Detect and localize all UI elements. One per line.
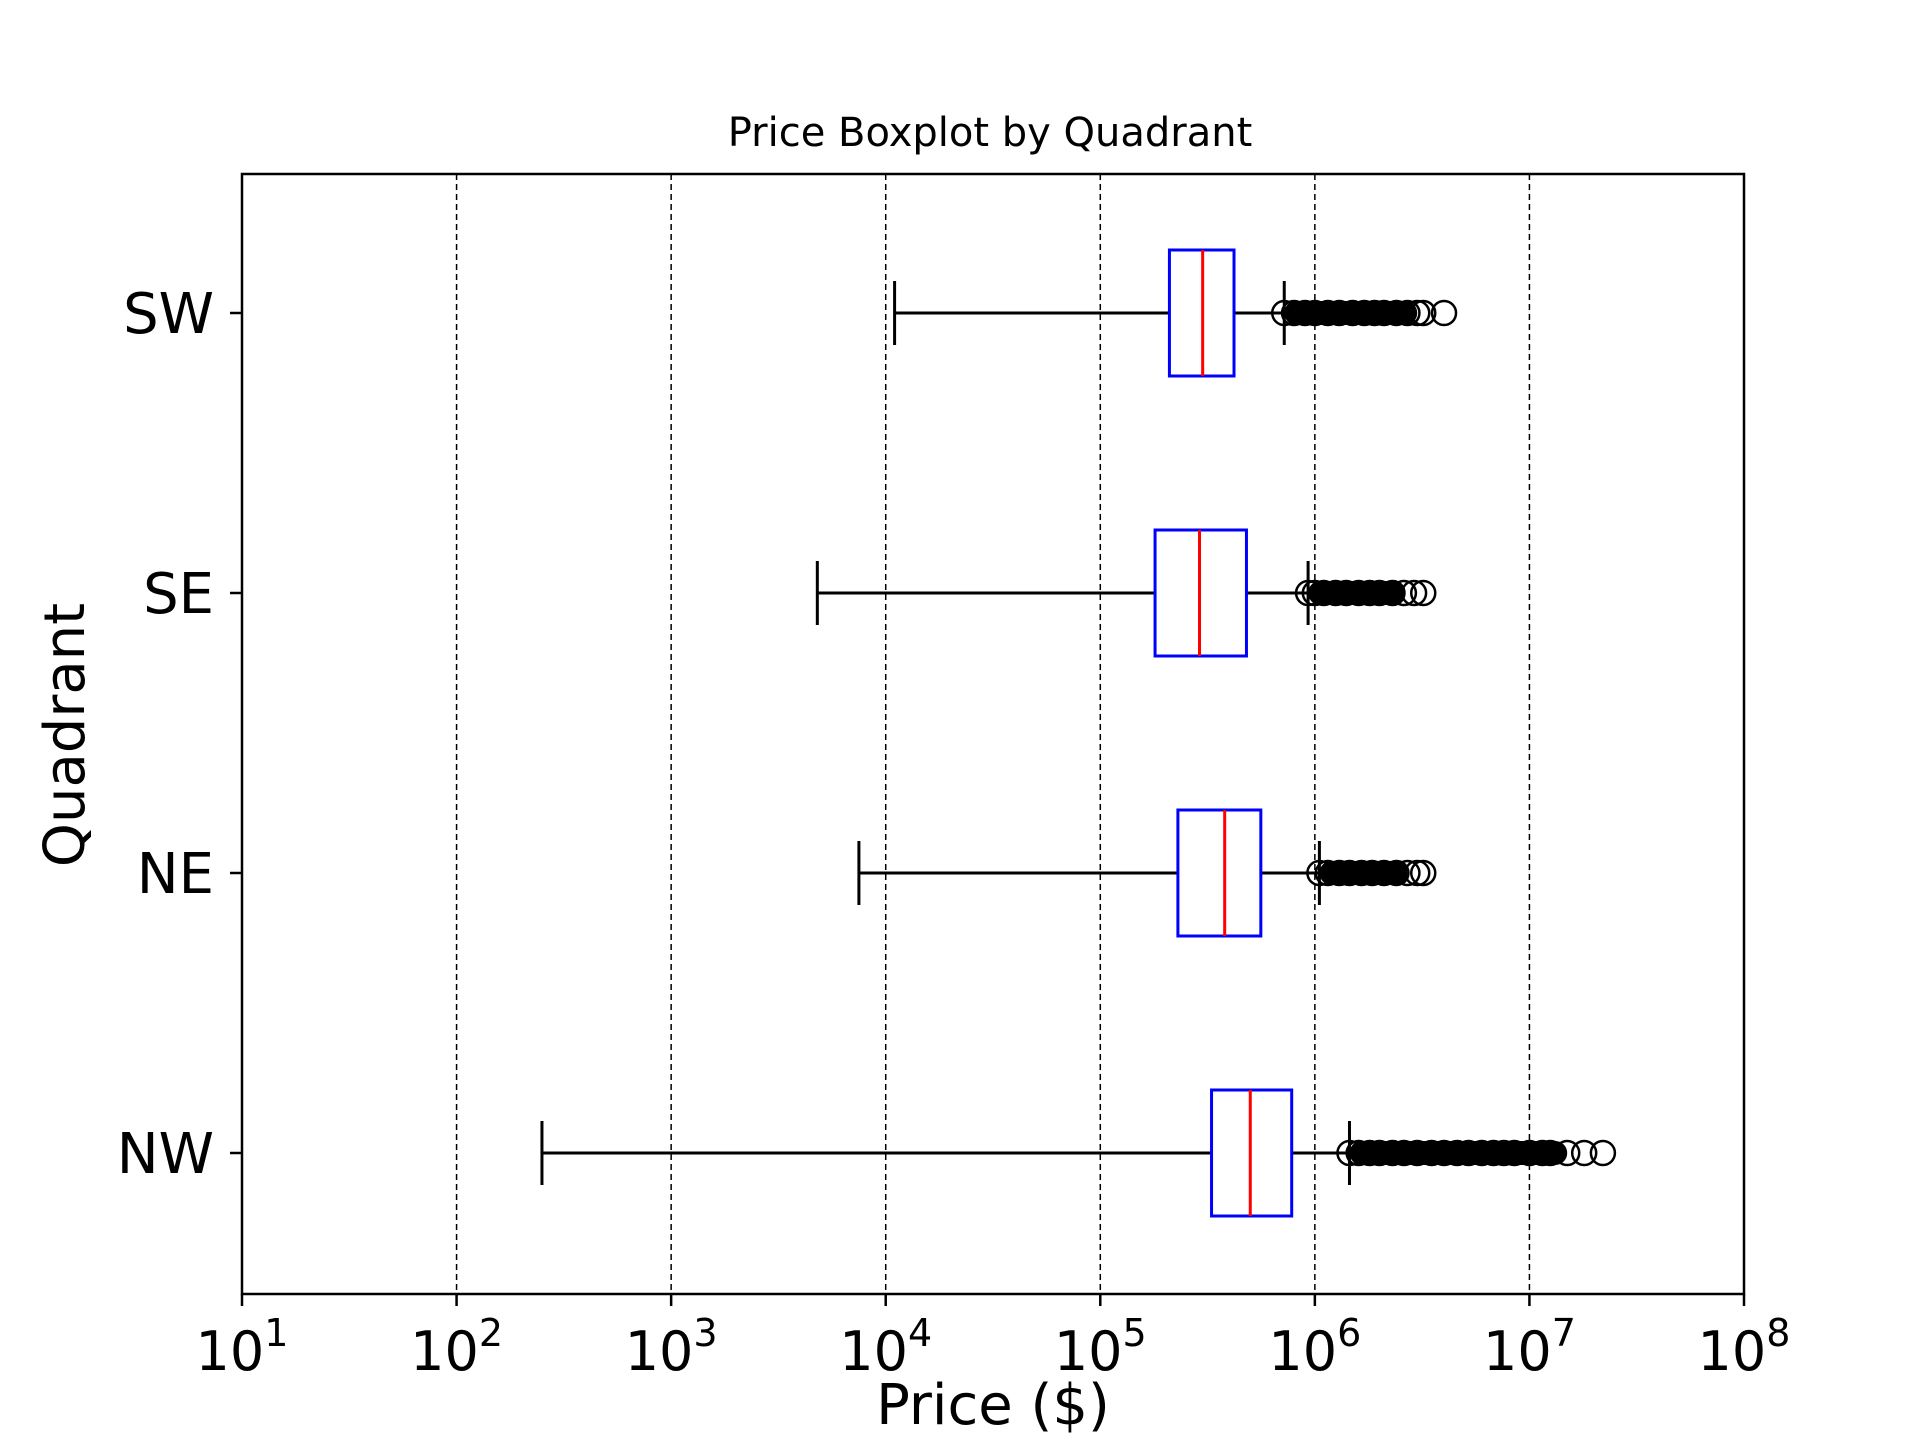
outlier-point — [1409, 579, 1437, 607]
outlier-point — [1301, 579, 1329, 607]
outlier-point — [1589, 1139, 1617, 1167]
outlier-point — [1383, 299, 1410, 327]
outlier-point — [1280, 299, 1308, 327]
outlier-point — [1306, 859, 1333, 887]
outlier-point — [1501, 1139, 1528, 1167]
outlier-point — [1351, 299, 1378, 327]
box-se — [815, 528, 1437, 658]
outlier-point — [1553, 1139, 1581, 1167]
outlier-point — [1348, 859, 1375, 887]
y-tick-label: NE — [137, 842, 214, 907]
outlier-point — [1403, 1139, 1431, 1167]
y-axis-label: Quadrant — [33, 603, 98, 867]
iqr-box — [1176, 808, 1263, 938]
x-tick-label: 107 — [1483, 1311, 1576, 1383]
x-tick-label: 106 — [1268, 1311, 1361, 1383]
x-tick-label: 102 — [410, 1311, 503, 1383]
outlier-point — [1516, 1139, 1543, 1167]
outlier-point — [1430, 299, 1458, 327]
x-tick-label: 101 — [196, 1311, 289, 1383]
outlier-point — [1314, 859, 1342, 887]
outlier-point — [1570, 1139, 1598, 1167]
x-axis-label: Price ($) — [876, 1373, 1110, 1438]
outlier-point — [1336, 1139, 1363, 1167]
outlier-point — [1403, 859, 1431, 887]
grid-lines — [455, 174, 1531, 1294]
outlier-point — [1310, 579, 1337, 607]
outlier-point — [1394, 859, 1421, 887]
box-ne — [857, 808, 1437, 938]
x-tick-label: 103 — [625, 1311, 718, 1383]
outlier-point — [1409, 859, 1437, 887]
x-axis-ticks: 101 102 103 104 105 106 107 108 — [196, 1294, 1791, 1383]
outlier-point — [1409, 299, 1437, 327]
x-tick-label: 105 — [1054, 1311, 1147, 1383]
outlier-point — [1468, 1139, 1496, 1167]
outlier-point — [1390, 579, 1418, 607]
outlier-point — [1361, 299, 1388, 327]
y-axis-ticks: SW SE NE NW — [117, 282, 242, 1187]
y-tick-label: SW — [123, 282, 214, 347]
outlier-point — [1270, 299, 1298, 327]
outlier-point — [1490, 1139, 1518, 1167]
box-sw — [893, 248, 1458, 378]
x-tick-label: 104 — [839, 1311, 932, 1383]
outlier-point — [1400, 579, 1428, 607]
y-tick-label: SE — [143, 562, 214, 627]
outlier-point — [1536, 1139, 1564, 1167]
x-tick-label: 108 — [1698, 1311, 1791, 1383]
outlier-point — [1394, 299, 1421, 327]
outlier-point — [1294, 579, 1322, 607]
y-tick-label: NW — [117, 1122, 214, 1187]
outlier-point — [1339, 299, 1366, 327]
outlier-point — [1383, 859, 1410, 887]
outlier-point — [1403, 299, 1431, 327]
box-nw — [540, 1088, 1617, 1218]
box-layer — [540, 248, 1617, 1218]
outlier-point — [1345, 579, 1372, 607]
outlier-point — [1390, 1139, 1418, 1167]
outlier-point — [1480, 1139, 1507, 1167]
outlier-point — [1379, 579, 1406, 607]
plot-area-frame — [240, 172, 1746, 1296]
outlier-point — [1345, 1139, 1372, 1167]
outlier-point — [1326, 859, 1353, 887]
outlier-point — [1336, 859, 1363, 887]
outlier-point — [1418, 1139, 1445, 1167]
chart-title: Price Boxplot by Quadrant — [728, 110, 1253, 156]
